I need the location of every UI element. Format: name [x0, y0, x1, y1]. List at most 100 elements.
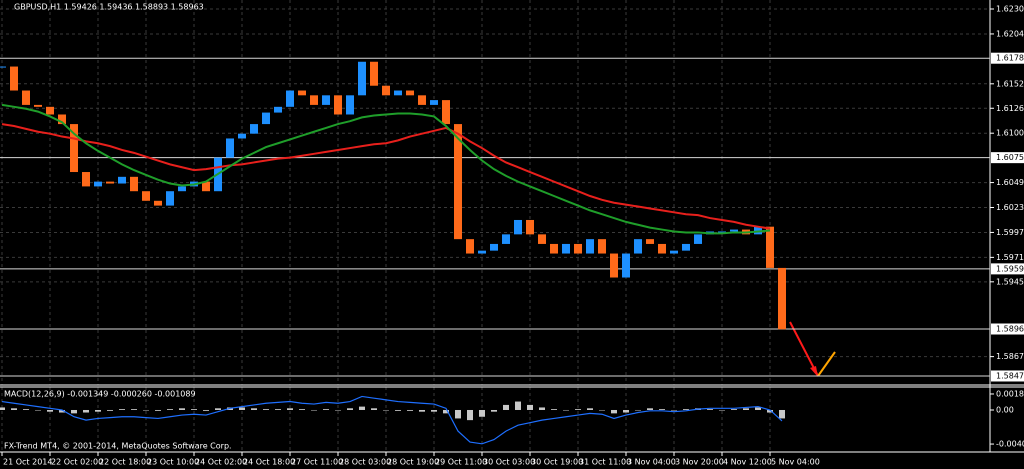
histogram-bar: [275, 409, 281, 410]
histogram-bar: [287, 408, 293, 410]
candle: [46, 106, 54, 115]
x-tick-label: 22 Oct 02:00: [51, 458, 103, 467]
candle: [118, 176, 126, 184]
histogram-bar: [239, 407, 245, 410]
histogram-bar: [23, 409, 29, 410]
histogram-bar: [539, 407, 545, 410]
candle: [514, 219, 522, 235]
y-tick-label: 1.62300: [996, 5, 1024, 14]
histogram-bar: [779, 409, 785, 419]
candle: [178, 186, 186, 192]
histogram-bar: [515, 401, 521, 410]
x-tick-label: 28 Oct 03:00: [339, 458, 391, 467]
candle: [274, 106, 282, 113]
histogram-bar: [83, 409, 89, 413]
x-tick-label: 24 Oct 02:00: [195, 458, 247, 467]
histogram-bar: [527, 404, 533, 410]
chart-title: GBPUSD,H1 1.59426 1.59436 1.58893 1.5896…: [14, 3, 204, 12]
histogram-bar: [623, 409, 629, 413]
candle: [622, 253, 630, 278]
candle: [202, 181, 210, 192]
candle: [82, 172, 90, 187]
histogram-bar: [551, 409, 557, 410]
macd-title: MACD(12,26,9) -0.001349 -0.000260 -0.001…: [4, 390, 196, 399]
histogram-bar: [143, 409, 149, 411]
candle: [730, 229, 738, 232]
histogram-bar: [11, 408, 17, 410]
macd-line: [1, 395, 783, 445]
x-tick-label: 23 Oct 10:00: [147, 458, 199, 467]
candle: [382, 85, 390, 96]
candle: [286, 90, 294, 107]
moving-average: [1, 123, 771, 230]
candle: [478, 250, 486, 254]
histogram-bar: [659, 409, 665, 410]
y-tick-label: 1.58675: [996, 352, 1024, 361]
histogram-bar: [707, 409, 713, 410]
histogram-bar: [335, 409, 341, 411]
histogram-bar: [167, 409, 173, 410]
x-tick-label: 27 Oct 11:00: [291, 458, 343, 467]
histogram-bar: [575, 409, 581, 410]
histogram-bar: [767, 409, 773, 413]
candle: [634, 239, 642, 254]
histogram-bar: [215, 408, 221, 410]
candle: [70, 124, 78, 173]
candle: [106, 181, 114, 184]
candle: [94, 181, 102, 187]
candle: [250, 124, 258, 134]
histogram-bar: [119, 409, 125, 410]
candle: [658, 243, 666, 254]
candle: [298, 90, 306, 96]
moving-average: [1, 103, 771, 235]
histogram-bar: [203, 409, 209, 411]
candle: [694, 234, 702, 244]
candle: [22, 90, 30, 105]
y-tick-label: 0.001894: [996, 389, 1024, 398]
candle: [598, 239, 606, 254]
histogram-bar: [455, 409, 461, 419]
histogram-bar: [131, 409, 137, 410]
histogram-bar: [311, 409, 317, 411]
x-tick-label: 30 Oct 03:00: [483, 458, 535, 467]
y-tick-label: 1.61265: [996, 104, 1024, 113]
footer: FX-Trend MT4, © 2001-2014, MetaQuotes So…: [4, 442, 232, 451]
x-tick-label: 3 Nov 20:00: [675, 458, 724, 467]
level-box: [991, 263, 1024, 275]
histogram-bar: [371, 408, 377, 410]
histogram-bar: [35, 409, 41, 411]
candle: [58, 114, 66, 125]
candle: [502, 234, 510, 244]
level-label: 1.59590: [996, 264, 1024, 273]
histogram-bar: [419, 409, 425, 412]
y-tick-label: 1.60230: [996, 203, 1024, 212]
x-tick-label: 21 Oct 2014: [3, 458, 52, 467]
level-label: 1.58473: [996, 371, 1024, 380]
y-tick-label: 1.60490: [996, 178, 1024, 187]
histogram-bar: [395, 409, 401, 411]
histogram-bar: [191, 409, 197, 410]
x-tick-label: 4 Nov 12:00: [723, 458, 772, 467]
arrow-head: [810, 366, 818, 377]
histogram-bar: [71, 409, 77, 414]
candle: [154, 200, 162, 206]
candle: [0, 66, 6, 68]
candle: [346, 95, 354, 115]
histogram-bar: [155, 409, 161, 411]
y-tick-label: 1.59970: [996, 228, 1024, 237]
projection-arrow: [817, 351, 836, 377]
level-box: [991, 52, 1024, 64]
y-tick-label: 1.61520: [996, 79, 1024, 88]
y-tick-label: 1.61005: [996, 129, 1024, 138]
histogram-bar: [407, 409, 413, 411]
y-tick-label: -0.004030: [996, 440, 1024, 449]
candle: [34, 104, 42, 107]
candle: [454, 124, 462, 240]
level-label: 1.61787: [996, 54, 1024, 63]
x-tick-label: 31 Oct 11:00: [579, 458, 631, 467]
histogram-bar: [0, 407, 5, 410]
candle: [358, 61, 366, 96]
x-tick-label: 5 Nov 04:00: [771, 458, 820, 467]
